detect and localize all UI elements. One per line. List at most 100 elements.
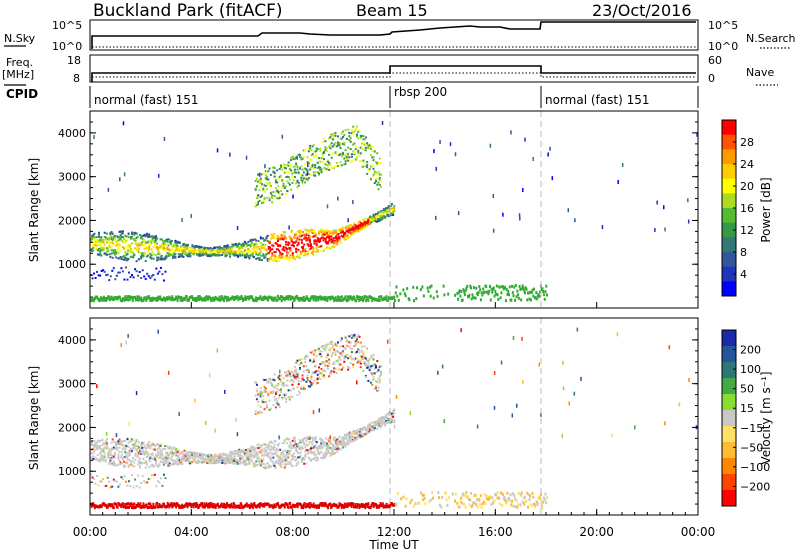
scatter-point bbox=[364, 220, 367, 223]
scatter-point bbox=[382, 416, 385, 419]
scatter-point bbox=[254, 187, 257, 190]
scatter-point bbox=[137, 441, 140, 444]
scatter-point bbox=[221, 254, 224, 257]
scatter-point bbox=[272, 456, 275, 459]
scatter-point bbox=[346, 299, 349, 303]
scatter-point bbox=[330, 241, 333, 244]
scatter-point bbox=[311, 166, 314, 169]
scatter-point bbox=[282, 238, 285, 241]
scatter-point bbox=[363, 361, 366, 364]
scatter-point bbox=[181, 246, 184, 249]
scatter-point bbox=[104, 238, 107, 241]
scatter-point bbox=[288, 165, 291, 168]
scatter-point bbox=[127, 465, 130, 468]
scatter-point bbox=[261, 259, 263, 262]
scatter-point bbox=[108, 241, 111, 244]
scatter-point bbox=[265, 466, 268, 469]
scatter-point bbox=[426, 286, 429, 290]
scatter-point bbox=[143, 233, 146, 236]
scatter-point bbox=[222, 457, 225, 460]
scatter-point bbox=[355, 437, 358, 440]
scatter-point bbox=[234, 254, 237, 257]
scatter-point bbox=[123, 466, 126, 469]
scatter-point bbox=[376, 220, 379, 223]
scatter-point bbox=[348, 435, 351, 438]
scatter-point bbox=[128, 243, 131, 246]
scatter-point bbox=[180, 253, 183, 256]
scatter-point bbox=[280, 190, 282, 193]
scatter-point bbox=[270, 459, 273, 462]
scatter-point bbox=[258, 394, 261, 397]
scatter-point bbox=[156, 298, 159, 302]
scatter-point bbox=[258, 459, 261, 462]
scatter-point bbox=[308, 240, 311, 243]
scatter-point bbox=[97, 247, 100, 250]
scatter-point bbox=[396, 294, 399, 298]
scatter-point bbox=[210, 247, 213, 250]
scatter-point bbox=[103, 243, 106, 246]
scatter-point bbox=[380, 179, 383, 182]
scatter-point bbox=[139, 242, 142, 245]
scatter-point bbox=[297, 243, 300, 246]
scatter-point bbox=[258, 450, 261, 453]
scatter-point bbox=[482, 287, 485, 291]
scatter-point bbox=[189, 456, 192, 459]
scatter-point bbox=[140, 453, 143, 456]
scatter-point bbox=[278, 194, 281, 197]
scatter-point bbox=[242, 462, 245, 465]
scatter-point bbox=[346, 437, 349, 440]
cpid-row: CPID normal (fast) 151 rbsp 200 normal (… bbox=[6, 85, 699, 108]
scatter-point bbox=[315, 382, 318, 385]
scatter-point bbox=[370, 429, 373, 432]
scatter-point bbox=[93, 299, 96, 303]
scatter-point bbox=[108, 462, 111, 465]
scatter-point bbox=[164, 256, 167, 259]
scatter-point bbox=[271, 384, 274, 387]
scatter-point bbox=[364, 165, 367, 168]
scatter-point bbox=[375, 384, 377, 387]
scatter-point bbox=[207, 253, 210, 256]
scatter-point bbox=[325, 246, 328, 249]
scatter-point bbox=[237, 245, 240, 248]
scatter-point bbox=[314, 444, 317, 447]
scatter-point bbox=[159, 295, 162, 299]
scatter-point bbox=[206, 253, 209, 256]
scatter-point bbox=[323, 442, 326, 445]
scatter-point bbox=[189, 462, 192, 465]
scatter-point bbox=[275, 236, 278, 239]
scatter-point bbox=[274, 461, 277, 464]
scatter-point bbox=[100, 245, 103, 248]
scatter-point bbox=[535, 291, 538, 295]
scatter-point bbox=[136, 454, 139, 457]
scatter-point bbox=[329, 136, 332, 139]
scatter-point bbox=[295, 361, 298, 364]
scatter-point bbox=[314, 440, 317, 443]
scatter-point bbox=[408, 298, 411, 302]
scatter-point bbox=[375, 213, 377, 216]
scatter-point bbox=[280, 463, 283, 466]
scatter-point bbox=[172, 246, 175, 249]
scatter-point bbox=[308, 435, 311, 438]
scatter-point bbox=[218, 295, 221, 299]
scatter-point bbox=[369, 153, 372, 156]
scatter-point bbox=[368, 217, 371, 220]
scatter-point bbox=[236, 295, 239, 299]
scatter-point bbox=[330, 238, 333, 241]
scatter-point bbox=[327, 236, 330, 239]
scatter-point bbox=[465, 287, 468, 291]
scatter-point bbox=[534, 296, 537, 300]
scatter-point bbox=[531, 288, 534, 292]
scatter-point bbox=[129, 485, 132, 488]
scatter-point bbox=[343, 355, 346, 358]
scatter-point bbox=[286, 163, 289, 166]
scatter-point bbox=[178, 249, 181, 252]
scatter-point bbox=[166, 238, 169, 241]
scatter-point bbox=[248, 460, 251, 463]
scatter-point bbox=[286, 248, 289, 251]
scatter-point bbox=[192, 246, 195, 249]
scatter-point bbox=[298, 231, 301, 234]
scatter-point bbox=[288, 225, 290, 230]
scatter-point bbox=[110, 456, 113, 459]
scatter-point bbox=[345, 339, 348, 342]
scatter-point bbox=[280, 388, 282, 391]
